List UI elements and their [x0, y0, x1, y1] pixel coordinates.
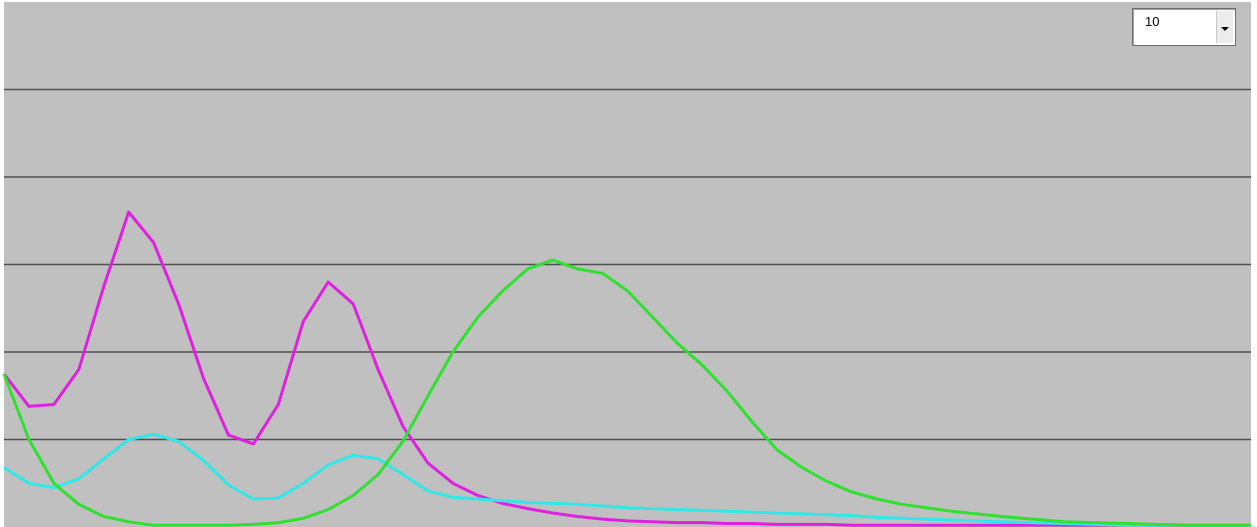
series-line-3: [2, 258, 1251, 527]
scale-dropdown[interactable]: 10: [1132, 8, 1236, 46]
dropdown-button[interactable]: [1216, 11, 1233, 43]
series-line-2: [3, 432, 1251, 527]
scale-value: 10: [1145, 14, 1160, 29]
series-line-1: [2, 210, 1251, 527]
chevron-down-icon: [1221, 27, 1229, 31]
